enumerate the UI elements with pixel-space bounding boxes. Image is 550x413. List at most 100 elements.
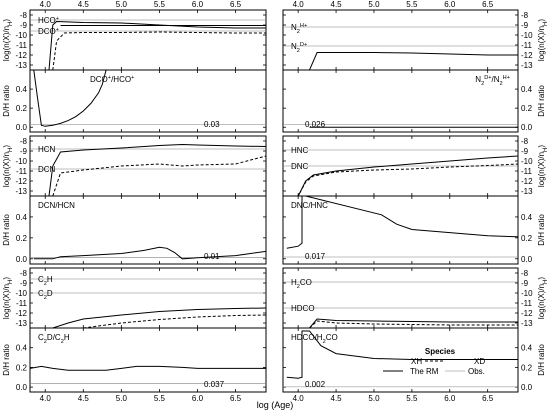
y-tick-label: -13 [521,187,533,196]
y-tick-label: 0.2 [16,104,28,113]
series-xd [52,31,266,70]
top-tick-label: 6.5 [482,0,494,9]
y-tick-label: -11 [16,41,28,50]
species-label-xd: N2D+ [291,42,307,54]
species-label-xd: DCO+ [38,27,59,36]
top-tick-label: 4.5 [78,0,90,9]
y-axis-label-abundance-right: log(n(X)/nH) [537,145,549,187]
panel-frame [29,9,267,71]
species-label-xh: HCO+ [38,16,59,25]
legend-xd-label: XD [474,357,485,366]
y-axis-label-ratio: D/H ratio [2,344,11,376]
legend-obs-label: Obs. [468,367,485,376]
y-tick-label: 0.2 [521,363,533,372]
y-tick-label: 0.0 [521,123,533,132]
ratio-value-label: 0.01 [204,252,220,261]
abundance-panel-8: -8-9-10-11-12-13 C2H C2D [15,267,267,329]
bottom-tick-label: 5.5 [406,394,418,403]
series-xh [48,20,266,70]
y-tick-label: -13 [521,319,533,328]
panel-frame [29,327,267,393]
ratio-label: C2D/C2H [38,333,70,345]
abundance-panel-6: -8-9-10-11-12-13 HNC DNC [282,135,533,197]
y-tick-label: -8 [521,11,529,20]
y-tick-label: -12 [521,309,533,318]
y-tick-label: 0.0 [16,255,28,264]
y-tick-label: 0.0 [16,383,28,392]
series-xd [286,163,518,196]
y-tick-label: -8 [20,137,28,146]
abundance-panel-0: -8-9-10-11-12-13 HCO+ DCO+ [15,9,267,71]
y-tick-label: -10 [15,289,27,298]
panel-frame [282,195,519,265]
y-axis-label-abundance-right: log(n(X)/nH) [537,19,549,61]
ratio-label: DNC/HNC [291,201,328,210]
ratio-panel-1: 0.4 0.2 0.0 DCO+/HCO+ 0.03 [16,69,267,133]
x-axis-label: log (Age) [257,400,294,410]
y-tick-label: -8 [20,269,28,278]
panel-frame [29,195,267,265]
bottom-tick-label: 4.0 [40,394,52,403]
y-axis-label-ratio: D/H ratio [2,85,11,117]
y-tick-label: -8 [521,269,529,278]
top-tick-label: 6.0 [444,0,456,9]
top-tick-label: 4.0 [293,0,305,9]
y-tick-label: -13 [15,319,27,328]
bottom-tick-label: 5.0 [116,394,128,403]
bottom-tick-label: 4.0 [293,394,305,403]
y-tick-label: 0.0 [16,123,28,132]
series-ratio [33,246,266,260]
y-tick-label: -9 [20,21,28,30]
y-tick-label: 0.2 [521,104,533,113]
series-ratio [286,330,518,379]
y-tick-label: -8 [20,11,28,20]
y-tick-label: -13 [15,61,27,70]
panel-frame [29,69,267,133]
y-tick-label: -13 [521,61,533,70]
bottom-tick-label: 6.0 [192,394,204,403]
ratio-label: HDCO/H2CO [291,333,338,345]
legend-xh-label: XH [411,357,422,366]
top-tick-label: 5.5 [406,0,418,9]
y-tick-label: -10 [521,289,533,298]
top-tick-label: 5.0 [368,0,380,9]
y-tick-label: 0.0 [521,383,533,392]
y-tick-label: -12 [521,177,533,186]
y-tick-label: -9 [521,21,529,30]
legend-title: Species [425,347,456,356]
y-tick-label: -9 [20,147,28,156]
ratio-panel-11: 0.4 0.2 0.0 HDCO/H2CO 0.002 [282,327,533,393]
ratio-label: DCO+/HCO+ [90,75,134,84]
series-xh [309,52,518,70]
series-ratio [286,196,518,249]
series-xd [83,314,266,328]
ratio-value-label: 0.03 [204,120,220,129]
series-xh [48,143,266,196]
y-axis-label-abundance: log(n(X)/nH) [2,277,14,319]
legend-rm-label: The RM [410,367,439,376]
y-tick-label: -9 [20,279,28,288]
top-tick-label: 6.0 [192,0,204,9]
y-axis-label-ratio: D/H ratio [2,214,11,246]
y-tick-label: -10 [521,31,533,40]
y-tick-label: -11 [521,299,533,308]
panel-frame [282,9,519,71]
y-tick-label: 0.2 [16,363,28,372]
bottom-tick-label: 6.5 [482,394,494,403]
bottom-tick-label: 5.0 [368,394,380,403]
series-xh [286,155,518,196]
series-xd [309,320,518,328]
ratio-value-label: 0.017 [305,252,326,261]
y-axis-label-ratio-right: D/H ratio [537,214,546,246]
panel-frame [29,267,267,329]
series-ratio [33,70,107,127]
top-tick-label: 4.0 [40,0,52,9]
y-tick-label: -13 [15,187,27,196]
species-label-xh: HCN [38,145,56,154]
bottom-tick-label: 5.5 [154,394,166,403]
y-tick-label: -12 [15,177,27,186]
series-xd [52,155,266,196]
y-tick-label: -9 [521,147,529,156]
bottom-tick-label: 6.5 [230,394,242,403]
